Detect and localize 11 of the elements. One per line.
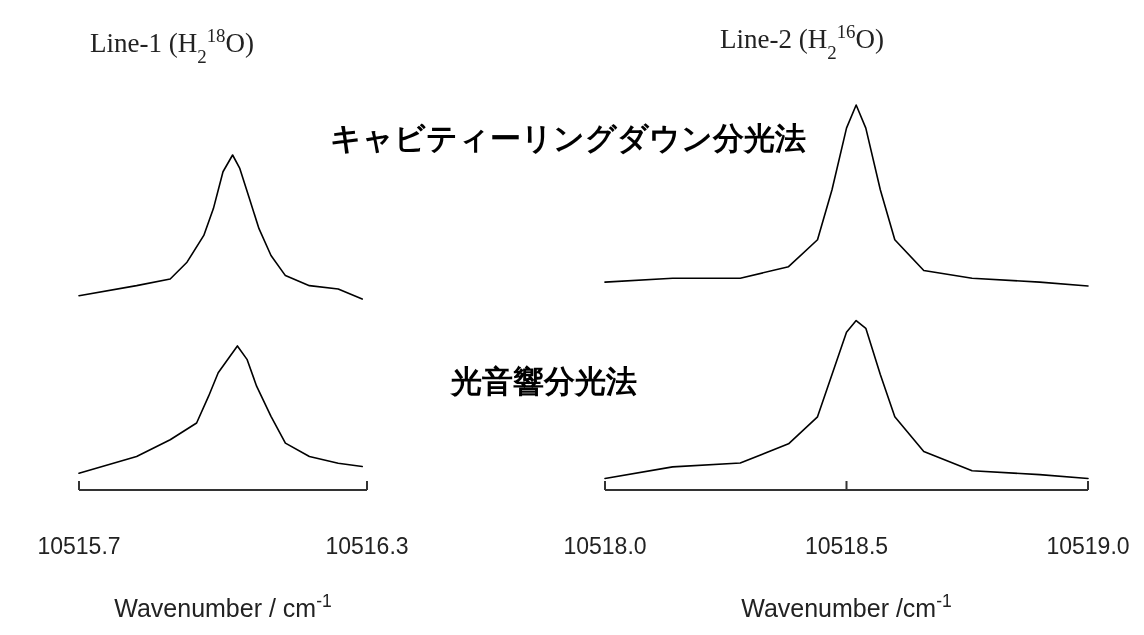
x-tick-label: 10519.0 — [1046, 533, 1130, 559]
text: 光音響分光法 — [449, 364, 637, 399]
chart-title: Line-2 (H$_{2}$$^{16}$O) — [719, 20, 885, 63]
x-tick-label: 10518.0 — [563, 533, 647, 559]
x-axis-title: Wavenumber / cm$^{-1}$ — [114, 591, 332, 622]
chart-title: Line-1 (H$_{2}$$^{18}$O) — [89, 24, 255, 67]
series-label: キャビティーリングダウン分光法 — [330, 121, 806, 156]
x-tick-label: 10515.7 — [37, 533, 121, 559]
x-tick-label: 10516.3 — [325, 533, 409, 559]
x-tick-label: 10518.5 — [804, 533, 889, 559]
x-axis-title: Wavenumber /cm$^{-1}$ — [741, 591, 952, 622]
